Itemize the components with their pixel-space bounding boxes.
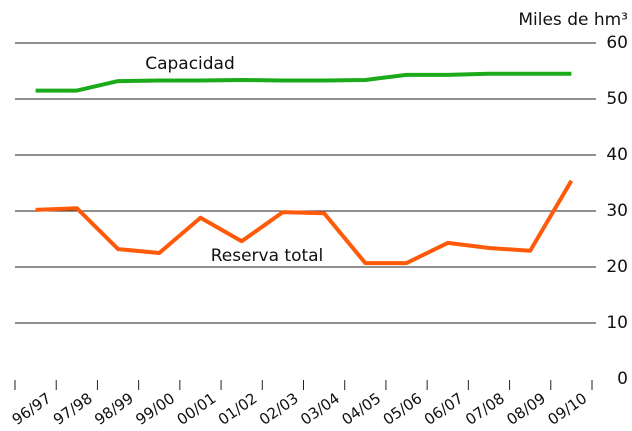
x-tick-label: 96/97: [9, 389, 55, 429]
x-tick-label: 07/08: [462, 389, 508, 429]
x-tick-label: 01/02: [215, 389, 261, 429]
y-tick-label: 20: [606, 257, 628, 277]
y-tick-label: 30: [606, 201, 628, 221]
x-tick-label: 98/99: [91, 389, 137, 429]
y-tick-label: 50: [606, 89, 628, 109]
y-tick-label: 0: [617, 369, 628, 389]
x-tick-label: 06/07: [421, 389, 467, 429]
y-tick-label: 40: [606, 145, 628, 165]
series-label: Reserva total: [211, 246, 324, 266]
series-line: [35, 179, 574, 266]
x-tick-label: 09/10: [545, 389, 591, 429]
series-label: Capacidad: [145, 54, 235, 74]
x-tick-label: 99/00: [132, 389, 178, 429]
x-tick-label: 02/03: [256, 389, 302, 429]
series-line: [35, 71, 572, 93]
x-tick-label: 00/01: [174, 389, 220, 429]
y-axis-label: Miles de hm³: [518, 10, 628, 30]
x-tick-label: 03/04: [297, 389, 343, 429]
x-tick-label: 97/98: [50, 389, 96, 429]
x-tick-label: 05/06: [380, 389, 426, 429]
y-tick-label: 60: [606, 33, 628, 53]
y-tick-label: 10: [606, 313, 628, 333]
x-tick-label: 04/05: [338, 389, 384, 429]
x-tick-label: 08/09: [503, 389, 549, 429]
